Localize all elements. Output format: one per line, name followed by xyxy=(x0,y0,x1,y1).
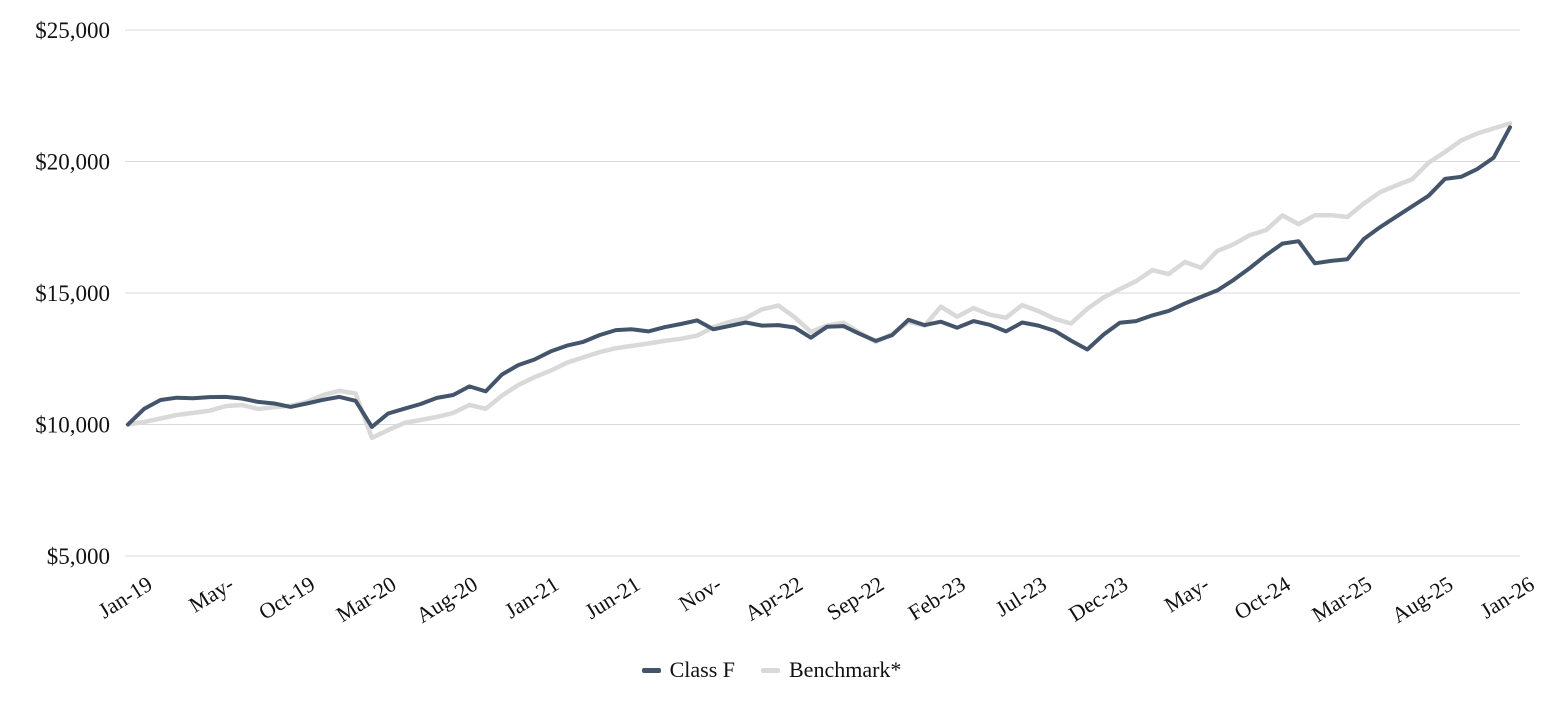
x-axis-tick-label: Nov- xyxy=(674,571,726,616)
x-axis-tick-label: Dec-23 xyxy=(1064,571,1132,627)
x-axis-tick-label: Jul-23 xyxy=(991,571,1051,621)
x-axis-tick-label: Aug-25 xyxy=(1387,571,1457,628)
y-axis-tick-label: $15,000 xyxy=(35,281,110,306)
y-gridlines xyxy=(125,29,1520,557)
y-axis-labels: $25,000 $20,000 $15,000 $10,000 $5,000 xyxy=(35,18,110,569)
x-axis-tick-label: Jan-19 xyxy=(94,571,157,623)
legend-label-class-f: Class F xyxy=(669,657,735,682)
benchmark-line xyxy=(125,121,1513,441)
x-axis-labels: Jan-19 May- Oct-19 Mar-20 Aug-20 Jan-21 Jun-21… xyxy=(94,571,1539,628)
x-axis-tick-label: Jan-21 xyxy=(500,571,563,623)
legend: Class F Benchmark* xyxy=(0,657,1543,683)
y-axis-tick-label: $25,000 xyxy=(35,18,110,43)
series-lines xyxy=(125,121,1513,441)
x-axis-tick-label: Jan-26 xyxy=(1476,571,1539,623)
benchmark-line-swatch xyxy=(761,667,780,673)
x-axis-tick-label: May- xyxy=(1160,571,1214,617)
legend-label-benchmark: Benchmark* xyxy=(789,657,902,682)
x-axis-tick-label: Mar-20 xyxy=(332,571,401,627)
class-f-line xyxy=(126,125,1512,429)
legend-item-benchmark: Benchmark* xyxy=(761,657,901,683)
class-f-line-swatch xyxy=(641,667,661,673)
x-axis-tick-label: Oct-19 xyxy=(254,571,319,625)
x-axis-tick-label: May- xyxy=(184,571,238,617)
legend-item-class-f: Class F xyxy=(641,657,735,683)
x-axis-tick-label: Sep-22 xyxy=(822,571,888,625)
x-axis-tick-label: Mar-25 xyxy=(1307,571,1376,627)
y-axis-tick-label: $20,000 xyxy=(35,150,110,175)
x-axis-tick-label: Apr-22 xyxy=(740,571,807,626)
x-axis-tick-label: Jun-21 xyxy=(580,571,644,624)
y-axis-tick-label: $10,000 xyxy=(35,413,110,438)
y-axis-tick-label: $5,000 xyxy=(47,544,110,569)
x-axis-tick-label: Oct-24 xyxy=(1230,571,1295,625)
x-axis-tick-label: Aug-20 xyxy=(412,571,482,628)
x-axis-tick-label: Feb-23 xyxy=(903,571,969,625)
